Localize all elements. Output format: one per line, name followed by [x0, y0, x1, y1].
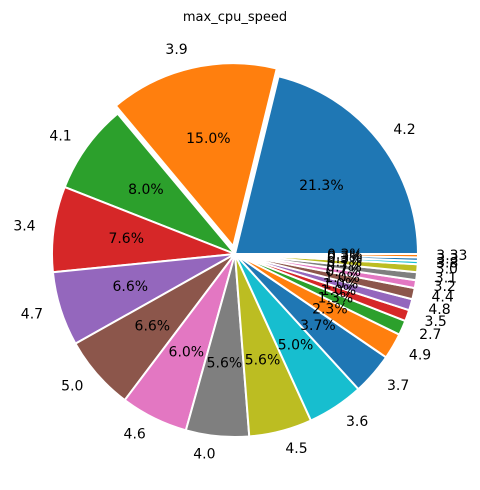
percent-label-3.3: 0.3% — [327, 249, 363, 265]
percent-label-3.33: 0.3% — [327, 247, 363, 263]
percent-label-3.1: 0.7% — [326, 259, 362, 275]
percent-label-3.2: 0.7% — [326, 264, 362, 280]
category-label-3.8: 3.8 — [436, 255, 458, 271]
pie-slice-3.33 — [234, 253, 420, 259]
percent-label-4.4: 1.0% — [324, 270, 360, 286]
percent-label-2.7: 1.3% — [318, 290, 354, 306]
percent-label-3.7: 3.7% — [300, 318, 336, 334]
category-label-4.6: 4.6 — [124, 426, 146, 442]
percent-label-4.5: 5.6% — [245, 352, 281, 368]
percent-label-4.7: 6.6% — [113, 279, 149, 295]
category-label-4.0: 4.0 — [193, 446, 215, 462]
percent-label-4.9: 2.3% — [312, 301, 348, 317]
percent-label-3.6: 5.0% — [278, 338, 314, 354]
category-label-3.4: 3.4 — [13, 218, 35, 234]
category-label-3.7: 3.7 — [387, 378, 409, 394]
pie-slice-4.1 — [63, 112, 236, 255]
pie-slice-4.2 — [234, 75, 419, 255]
category-label-3.9: 3.9 — [165, 42, 187, 58]
category-label-4.5: 4.5 — [285, 441, 307, 457]
percent-label-4.0: 5.6% — [207, 355, 243, 371]
category-label-4.8: 4.8 — [428, 302, 450, 318]
percent-label-3.8: 0.3% — [327, 251, 363, 267]
category-label-4.1: 4.1 — [49, 128, 71, 144]
pie-slice-3.9 — [114, 62, 278, 248]
category-labels: 4.23.94.13.44.75.04.64.0 4.53.63.74.92.73… — [13, 42, 467, 462]
category-label-3.2: 3.2 — [434, 279, 456, 295]
percent-label-4.6: 6.0% — [169, 344, 205, 360]
percent-label-3.5: 1.0% — [321, 283, 357, 299]
percent-label-4.8: 1.0% — [323, 276, 359, 292]
category-label-2.7: 2.7 — [419, 327, 441, 343]
percent-label-4.2: 21.3% — [299, 178, 343, 194]
category-label-4.4: 4.4 — [432, 290, 454, 306]
chart-title: max_cpu_speed — [183, 10, 287, 25]
category-label-3.5: 3.5 — [425, 314, 447, 330]
percent-labels: 21.3%15.0%8.0%7.6%6.6%6.6%6.0%5.6% 5.6%5.… — [108, 131, 362, 371]
category-label-5.0: 5.0 — [61, 378, 83, 394]
category-label-3.6: 3.6 — [346, 414, 368, 430]
category-label-4.2: 4.2 — [393, 122, 415, 138]
percent-label-4.1: 8.0% — [128, 182, 164, 198]
percent-label-5.0: 6.6% — [135, 318, 171, 334]
category-label-4.9: 4.9 — [409, 347, 431, 363]
category-label-3.3: 3.3 — [436, 252, 458, 268]
pie-slices — [51, 62, 420, 438]
category-label-3.0: 3.0 — [436, 262, 458, 278]
percent-label-3.0: 0.7% — [327, 255, 363, 271]
category-label-3.33: 3.33 — [436, 248, 467, 264]
percent-label-3.4: 7.6% — [108, 231, 144, 247]
percent-label-3.9: 15.0% — [186, 131, 230, 147]
category-label-4.7: 4.7 — [21, 307, 43, 323]
category-label-3.1: 3.1 — [435, 270, 457, 286]
